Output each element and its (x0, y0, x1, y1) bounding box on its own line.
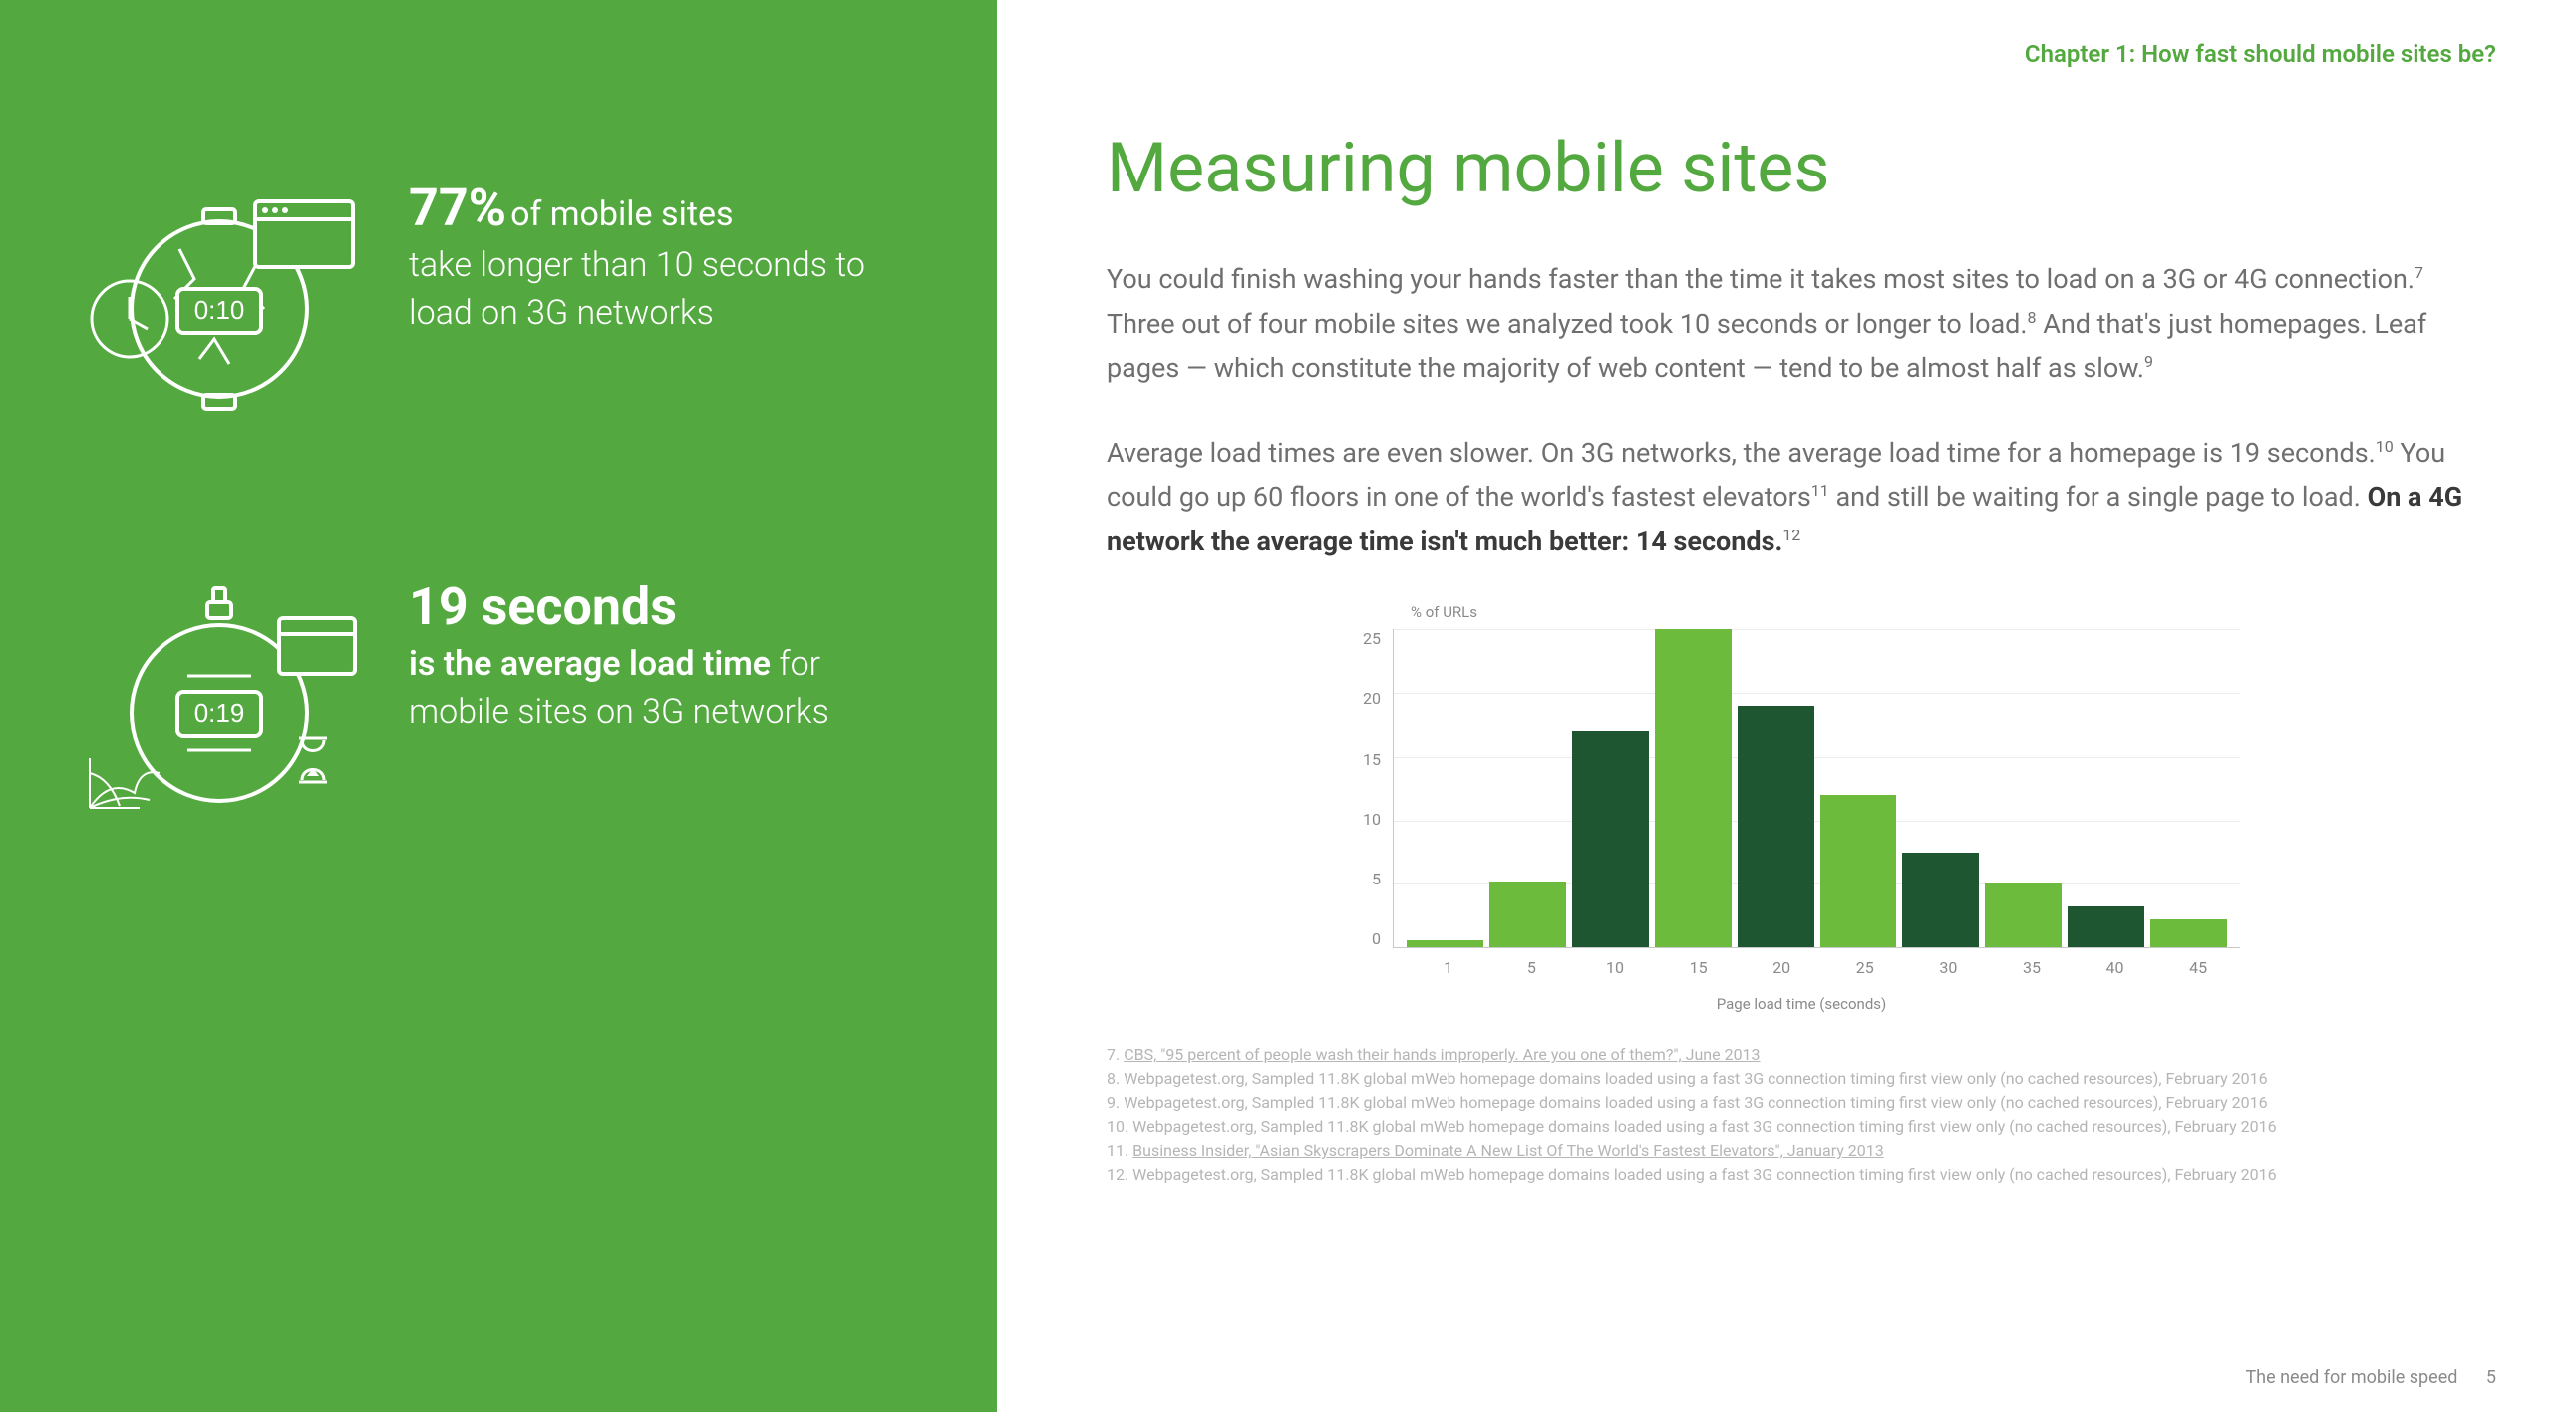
timer-text-2: 0:19 (194, 698, 245, 728)
load-time-histogram: % of URLs 2520151050 151015202530354045 … (1363, 603, 2240, 1013)
chart-ytick: 5 (1372, 870, 1381, 888)
stat1-headline-rest: of mobile sites (510, 194, 733, 234)
chart-ytick: 0 (1372, 929, 1381, 948)
stat2-sub-bold: is the average load time (409, 644, 771, 684)
chart-bar (1655, 629, 1732, 947)
p2-sup3: 12 (1782, 526, 1800, 544)
chart-bar (2068, 906, 2144, 947)
chart-xtick: 5 (1490, 958, 1574, 977)
chart-bar (1572, 731, 1649, 947)
chart-ytick: 15 (1363, 750, 1381, 769)
chart-xtick: 25 (1823, 958, 1907, 977)
stat-block-77pct: 0:10 77% of mobile sites take longer tha… (80, 179, 917, 419)
chart-xtick: 30 (1907, 958, 1991, 977)
stat1-headline: 77% (409, 177, 506, 238)
chart-xtick: 1 (1407, 958, 1490, 977)
chart-xtick: 40 (2074, 958, 2157, 977)
chart-bar (1820, 795, 1897, 947)
chart-xlabel: Page load time (seconds) (1363, 995, 2240, 1013)
chapter-label: Chapter 1: How fast should mobile sites … (1107, 40, 2496, 68)
chart-xaxis: 151015202530354045 (1363, 958, 2240, 977)
p1-sup2: 8 (2028, 308, 2037, 327)
p2-sup2: 11 (1811, 481, 1829, 500)
chart-xtick: 20 (1740, 958, 1823, 977)
stat2-sub: is the average load time for mobile site… (409, 641, 917, 736)
chart-bar (1738, 706, 1814, 947)
chart-xtick: 10 (1573, 958, 1657, 977)
footnote: 12. Webpagetest.org, Sampled 11.8K globa… (1107, 1163, 2496, 1187)
footnotes: 7. CBS, "95 percent of people wash their… (1107, 1043, 2496, 1187)
chart-ytick: 25 (1363, 629, 1381, 648)
chart-xtick: 15 (1657, 958, 1741, 977)
chart-bar (1489, 882, 1566, 947)
p1-sup3: 9 (2144, 352, 2153, 371)
footnote: 7. CBS, "95 percent of people wash their… (1107, 1043, 2496, 1067)
footnote: 11. Business Insider, "Asian Skyscrapers… (1107, 1139, 2496, 1163)
chart-bars (1394, 629, 2240, 947)
chart-xtick: 35 (1990, 958, 2074, 977)
paragraph-1: You could finish washing your hands fast… (1107, 257, 2496, 391)
stat-text-2: 19 seconds is the average load time for … (409, 578, 917, 736)
p2-a: Average load times are even slower. On 3… (1107, 437, 2376, 469)
paragraph-2: Average load times are even slower. On 3… (1107, 431, 2496, 564)
chart-plot (1393, 629, 2240, 948)
chart-yaxis: 25 20 15 10 5 0 (1363, 629, 1393, 948)
footer-text: The need for mobile speed (2245, 1367, 2457, 1388)
page-footer: The need for mobile speed 5 (2245, 1367, 2496, 1388)
main-content: Chapter 1: How fast should mobile sites … (997, 0, 2576, 1412)
stat2-headline: 19 seconds (409, 578, 917, 635)
chart-bar (1985, 883, 2062, 947)
chart-xtick: 45 (2156, 958, 2240, 977)
p1-a: You could finish washing your hands fast… (1107, 263, 2415, 295)
chart-bar (1407, 940, 1483, 948)
footnote: 10. Webpagetest.org, Sampled 11.8K globa… (1107, 1115, 2496, 1139)
p1-b: Three out of four mobile sites we analyz… (1107, 308, 2028, 340)
chart-ytick: 10 (1363, 810, 1381, 829)
page-title: Measuring mobile sites (1107, 128, 2496, 209)
p2-c: and still be waiting for a single page t… (1835, 481, 2367, 513)
chart-bar (2150, 919, 2227, 947)
chart-ytick: 20 (1363, 689, 1381, 708)
stopwatch-cobweb-icon: 0:19 (80, 578, 359, 818)
chart-ylabel: % of URLs (1411, 603, 2240, 621)
stat-block-19s: 0:19 19 (80, 578, 917, 818)
footer-page: 5 (2486, 1367, 2496, 1388)
chart-bar (1902, 853, 1979, 948)
footnote: 8. Webpagetest.org, Sampled 11.8K global… (1107, 1067, 2496, 1091)
timer-text-1: 0:10 (194, 295, 245, 325)
stat-text-1: 77% of mobile sites take longer than 10 … (409, 179, 917, 337)
sidebar: 0:10 77% of mobile sites take longer tha… (0, 0, 997, 1412)
footnote: 9. Webpagetest.org, Sampled 11.8K global… (1107, 1091, 2496, 1115)
stat1-sub: take longer than 10 seconds to load on 3… (409, 242, 917, 337)
p1-sup1: 7 (2415, 263, 2423, 282)
p2-sup1: 10 (2376, 437, 2394, 456)
cracked-clock-icon: 0:10 (80, 179, 359, 419)
